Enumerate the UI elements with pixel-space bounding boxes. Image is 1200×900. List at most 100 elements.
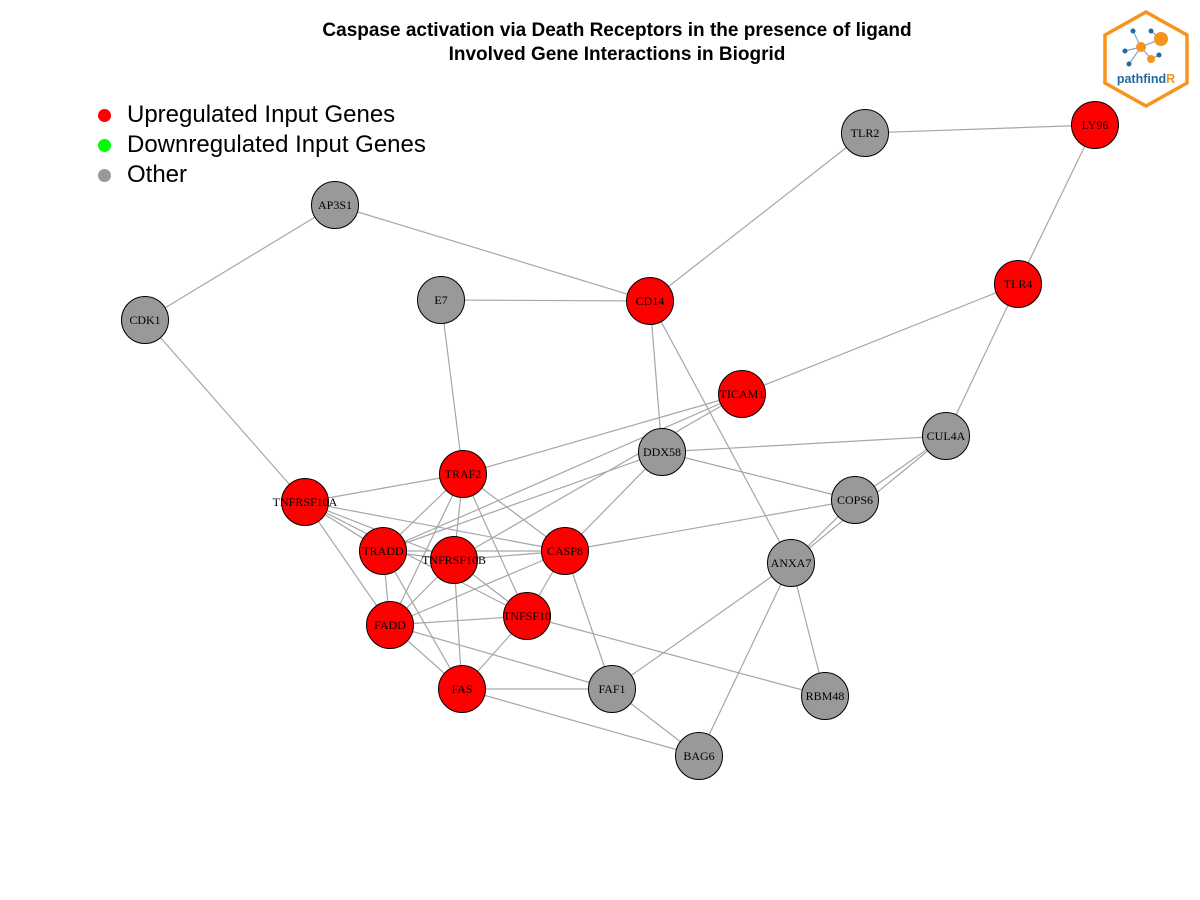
edge-cd14-anxa7: [649, 300, 792, 564]
logo-network-nodes: [1122, 28, 1168, 67]
edge-ticam1-tnfrsf10b: [453, 393, 743, 561]
edge-fadd-faf1: [389, 624, 613, 690]
node-label-cdk1: CDK1: [129, 313, 160, 327]
edge-traf2-tnfrsf10a: [304, 473, 464, 503]
legend-label-other: Other: [127, 161, 188, 188]
node-label-ly96: LY96: [1082, 118, 1109, 132]
node-circle-casp8: [541, 527, 589, 575]
node-circle-rbm48: [801, 672, 849, 720]
node-label-ap3s1: AP3S1: [318, 198, 352, 212]
edge-tlr2-ly96: [864, 124, 1096, 134]
node-circle-tlr2: [841, 109, 889, 157]
logo-text-main: pathfind: [1117, 72, 1166, 86]
edge-tlr4-ticam1: [741, 283, 1019, 395]
node-label-casp8: CASP8: [547, 544, 583, 558]
node-circle-cul4a: [922, 412, 970, 460]
node-label-tlr4: TLR4: [1004, 277, 1033, 291]
node-label-tradd: TRADD: [362, 544, 404, 558]
node-circle-tlr4: [994, 260, 1042, 308]
node-label-traf2: TRAF2: [445, 467, 482, 481]
node-cops6: COPS6: [831, 476, 879, 524]
node-label-tnfrsf10b: TNFRSF10B: [422, 553, 486, 567]
node-label-bag6: BAG6: [683, 749, 714, 763]
edge-tnfrsf10a-fadd: [304, 501, 391, 626]
edge-tlr4-cul4a: [945, 283, 1019, 437]
node-circle-traf2: [439, 450, 487, 498]
node-cd14: CD14: [626, 277, 674, 325]
node-label-cd14: CD14: [636, 294, 665, 308]
edge-ticam1-tradd: [382, 393, 743, 552]
node-traf2: TRAF2: [439, 450, 487, 498]
nodes-layer: LY96 TLR2 TLR4 AP3S1 CDK1 E7 CD14 TICAM1 CUL4A DD…: [121, 101, 1119, 780]
node-circle-cd14: [626, 277, 674, 325]
legend: Upregulated Input Genes Downregulated In…: [98, 100, 426, 190]
node-label-anxa7: ANXA7: [771, 556, 812, 570]
node-ddx58: DDX58: [638, 428, 686, 476]
node-label-fadd: FADD: [374, 618, 406, 632]
edge-cd14-ddx58: [649, 300, 663, 453]
edge-tlr2-cd14: [649, 132, 866, 302]
logo-text: pathfindR: [1117, 72, 1175, 86]
node-ap3s1: AP3S1: [311, 181, 359, 229]
node-circle-faf1: [588, 665, 636, 713]
legend-item-other: Other: [98, 160, 426, 190]
logo-hexagon: [1103, 9, 1189, 109]
node-circle-cdk1: [121, 296, 169, 344]
legend-dot-other: [98, 168, 111, 182]
edge-casp8-fadd: [389, 550, 566, 626]
node-tnfsf10: TNFSF10: [503, 592, 551, 640]
node-label-tnfsf10: TNFSF10: [503, 609, 551, 623]
edge-fas-bag6: [461, 688, 700, 757]
node-label-fas: FAS: [451, 682, 472, 696]
node-label-ddx58: DDX58: [643, 445, 681, 459]
node-circle-e7: [417, 276, 465, 324]
figure-title: Caspase activation via Death Receptors i…: [0, 19, 1200, 67]
edge-anxa7-bag6: [698, 562, 792, 757]
node-label-tnfrsf10a: TNFRSF10A: [273, 495, 338, 509]
edge-traf2-tnfsf10: [462, 473, 528, 617]
node-faf1: FAF1: [588, 665, 636, 713]
node-label-cops6: COPS6: [837, 493, 873, 507]
edge-ly96-tlr4: [1017, 124, 1096, 285]
node-circle-anxa7: [767, 539, 815, 587]
node-label-tlr2: TLR2: [851, 126, 880, 140]
edge-tnfsf10-rbm48: [526, 615, 826, 697]
legend-item-downregulated: Downregulated Input Genes: [98, 130, 426, 160]
legend-label-downregulated: Downregulated Input Genes: [127, 131, 426, 158]
node-fas: FAS: [438, 665, 486, 713]
node-bag6: BAG6: [675, 732, 723, 780]
title-line-1: Caspase activation via Death Receptors i…: [322, 20, 912, 41]
node-tradd: TRADD: [359, 527, 407, 575]
node-circle-bag6: [675, 732, 723, 780]
edge-cdk1-tnfrsf10a: [144, 319, 306, 503]
node-tlr2: TLR2: [841, 109, 889, 157]
node-rbm48: RBM48: [801, 672, 849, 720]
node-label-ticam1: TICAM1: [720, 387, 765, 401]
node-label-rbm48: RBM48: [806, 689, 845, 703]
node-circle-ly96: [1071, 101, 1119, 149]
node-cdk1: CDK1: [121, 296, 169, 344]
node-circle-tnfrsf10b: [430, 536, 478, 584]
node-e7: E7: [417, 276, 465, 324]
node-ticam1: TICAM1: [718, 370, 766, 418]
node-circle-tnfrsf10a: [281, 478, 329, 526]
node-anxa7: ANXA7: [767, 539, 815, 587]
edge-cops6-casp8: [564, 499, 856, 552]
node-circle-tnfsf10: [503, 592, 551, 640]
node-tnfrsf10b: TNFRSF10B: [422, 536, 486, 584]
legend-item-upregulated: Upregulated Input Genes: [98, 100, 426, 130]
node-casp8: CASP8: [541, 527, 589, 575]
node-fadd: FADD: [366, 601, 414, 649]
pathfindr-logo: pathfindR: [1103, 9, 1189, 109]
edge-e7-traf2: [440, 299, 464, 475]
edge-casp8-faf1: [564, 550, 613, 690]
edge-ticam1-traf2: [462, 393, 743, 475]
node-circle-ap3s1: [311, 181, 359, 229]
legend-dot-downregulated: [98, 138, 111, 152]
title-line-2: Involved Gene Interactions in Biogrid: [448, 44, 786, 65]
legend-label-upregulated: Upregulated Input Genes: [127, 101, 396, 128]
edge-tradd-fas: [382, 550, 463, 690]
edge-e7-cd14: [440, 299, 651, 302]
